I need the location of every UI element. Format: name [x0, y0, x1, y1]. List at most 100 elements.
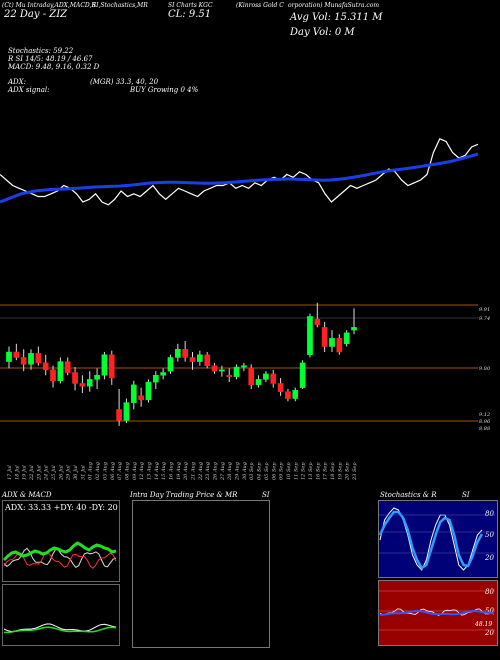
date-tick-label: 04 Sep: [257, 462, 263, 480]
price-axis-label: 8.96: [479, 419, 491, 425]
candle-body: [189, 357, 196, 362]
candle-body: [167, 357, 174, 372]
date-tick-label: 26 Jul: [58, 465, 64, 481]
candle-body: [182, 349, 189, 358]
date-tick-label: 29 Jul: [66, 465, 72, 481]
header-period: 22 Day - ZIZ: [4, 9, 68, 20]
candle-body: [123, 402, 130, 421]
date-tick-label: 06 Sep: [271, 462, 277, 480]
candle-body: [160, 372, 166, 376]
date-tick-label: 08 Aug: [124, 462, 130, 480]
candle-body: [299, 362, 306, 388]
date-tick-label: 29 Aug: [235, 462, 241, 481]
header-part-4: (Kinross Gold C: [236, 2, 284, 9]
candle-body: [321, 327, 328, 347]
candle-body: [50, 369, 56, 381]
header-part-3: SI Charts KGC: [168, 2, 213, 9]
date-tick-label: 16 Sep: [315, 462, 321, 480]
date-tick-label: 12 Sep: [301, 462, 307, 480]
macd-white-line: [3, 623, 117, 633]
stoch-tick-20: 20: [485, 554, 494, 562]
date-tick-label: 28 Aug: [227, 462, 233, 481]
date-tick-label: 10 Sep: [286, 462, 292, 480]
date-tick-label: 20 Sep: [345, 462, 351, 481]
date-tick-label: 14 Aug: [154, 462, 160, 480]
adx-white-line: [3, 547, 117, 569]
price-axis-label: 9.74: [479, 316, 490, 322]
overlay-white-line: [0, 138, 479, 206]
header-part-2: SI,Stochastics,MR: [92, 2, 148, 9]
stochastics-value: Stochastics: 59.22: [8, 47, 74, 55]
candle-body: [292, 390, 299, 399]
candle-body: [94, 375, 100, 380]
price-axis-label: 8.88: [479, 426, 490, 432]
macd-value: MACD: 9.48, 9.16, 0.32 D: [8, 63, 100, 71]
stoch-panel-title: Stochastics & R: [380, 491, 437, 499]
candle-body: [255, 379, 262, 386]
date-tick-label: 03 Sep: [249, 462, 255, 480]
intraday-panel-title: Intra Day Trading Price & MR: [130, 491, 238, 499]
stoch-tick-80: 80: [485, 510, 494, 518]
rsi-badge: 48.19: [475, 621, 493, 628]
date-tick-label: 17 Jul: [7, 465, 13, 480]
date-tick-label: 16 Aug: [168, 462, 174, 480]
candle-body: [35, 353, 42, 364]
price-axis-label: 9.12: [479, 412, 490, 418]
candle-body: [64, 361, 71, 373]
buy-signal: BUY Growing 0 4%: [130, 86, 199, 94]
date-tick-label: 19 Jul: [22, 465, 28, 480]
date-tick-label: 22 Aug: [198, 462, 204, 481]
mgr-value: (MGR) 33.3, 40, 20: [90, 78, 159, 86]
candle-body: [226, 375, 233, 377]
candle-body: [6, 351, 12, 362]
candle-body: [219, 369, 225, 372]
intraday-panel-si: SI: [262, 491, 270, 499]
candle-body: [79, 383, 86, 387]
candle-body: [336, 338, 343, 353]
date-tick-label: 21 Aug: [191, 462, 197, 481]
date-tick-label: 13 Sep: [308, 462, 314, 480]
candle-body: [130, 384, 137, 403]
candle-body: [314, 318, 321, 325]
rsi-blue-line: [379, 609, 495, 616]
rsi-tick-20: 20: [485, 629, 494, 637]
candle-body: [285, 391, 291, 399]
stoch-blue-line: [378, 510, 484, 570]
adx-signal-label: ADX signal:: [8, 86, 50, 94]
candle-body: [101, 354, 108, 376]
date-tick-label: 01 Aug: [88, 462, 94, 480]
candle-body: [233, 366, 240, 377]
candle-body: [277, 383, 284, 392]
close-label: CL: 9.51: [168, 9, 212, 20]
candle-body: [263, 373, 269, 380]
date-tick-label: 18 Jul: [14, 465, 20, 480]
date-tick-label: 05 Aug: [102, 462, 108, 480]
date-tick-label: 20 Aug: [183, 462, 189, 481]
overlay-blue-ma: [0, 152, 479, 204]
date-tick-label: 06 Aug: [110, 462, 116, 480]
date-tick-label: 22 Jul: [29, 465, 35, 481]
date-tick-label: 17 Sep: [323, 462, 329, 480]
date-tick-label: 05 Sep: [264, 462, 270, 480]
candle-body: [116, 409, 122, 421]
candle-body: [204, 354, 211, 366]
date-tick-label: 27 Aug: [220, 462, 226, 481]
date-tick-label: 23 Aug: [205, 462, 211, 481]
candle-body: [145, 381, 152, 401]
candle-body: [307, 316, 313, 355]
stochastics-panel: 80 50 20: [378, 500, 498, 578]
date-tick-label: 07 Aug: [117, 462, 123, 480]
date-tick-label: 09 Aug: [132, 462, 138, 480]
date-tick-label: 19 Sep: [337, 462, 343, 480]
candle-body: [351, 327, 357, 331]
date-tick-label: 25 Jul: [51, 465, 57, 481]
adx-panel: ADX: 33.33 +DY: 40 -DY: 20: [2, 500, 120, 582]
date-tick-label: 23 Jul: [36, 465, 42, 481]
adx-panel-values: ADX: 33.33 +DY: 40 -DY: 20: [5, 503, 118, 512]
candle-body: [343, 332, 350, 345]
date-tick-label: 23 Sep: [352, 462, 358, 481]
price-axis-label: 9.80: [479, 366, 491, 372]
date-tick-label: 12 Aug: [139, 462, 145, 480]
